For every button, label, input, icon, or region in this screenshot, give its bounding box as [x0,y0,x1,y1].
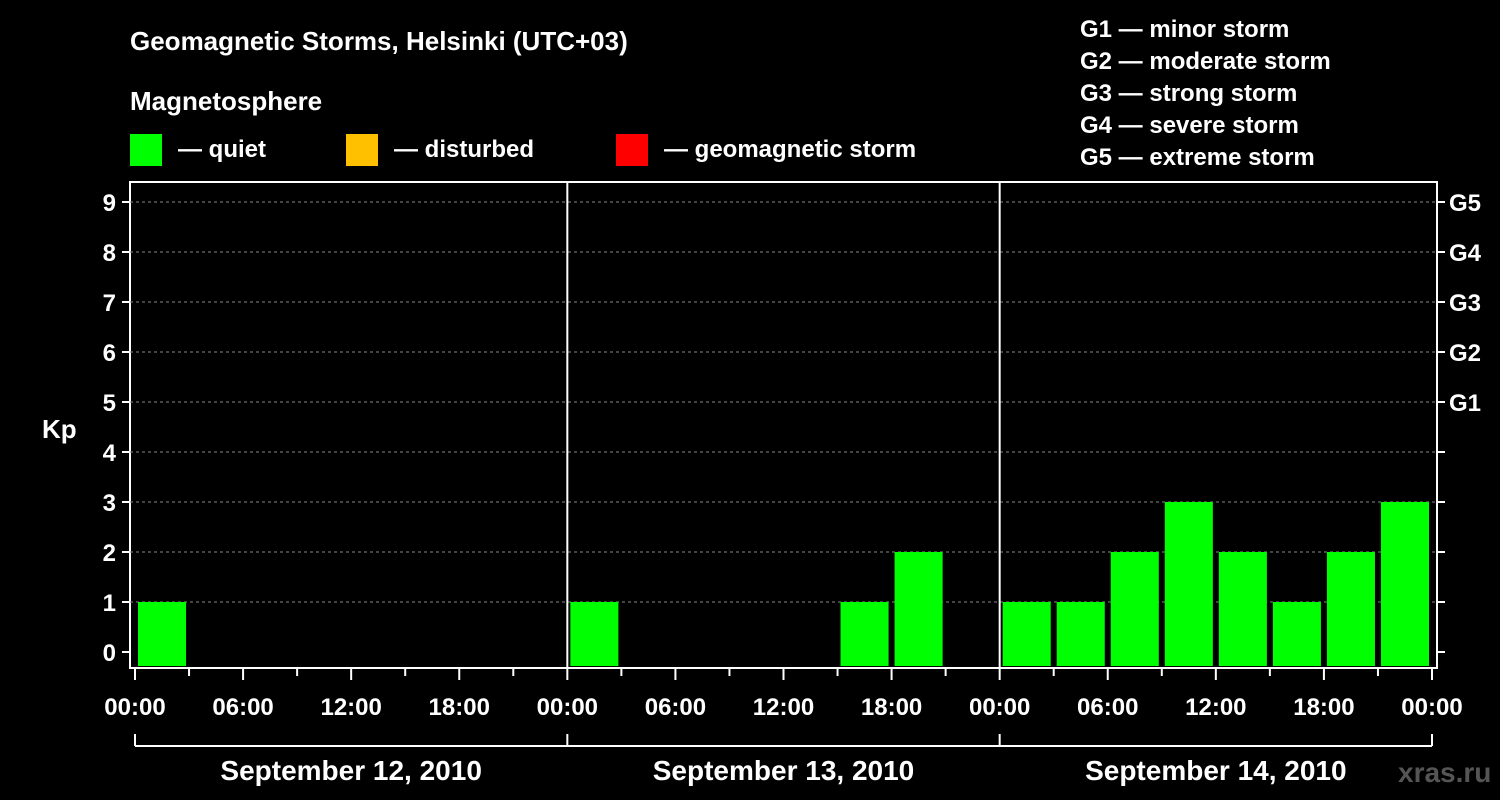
kp-bar [894,552,943,666]
storm-scale-g1: G1 — minor storm [1080,16,1289,43]
y-tick-label: 1 [103,590,116,617]
y-tick-label: 0 [103,640,116,667]
x-tick-label: 12:00 [753,694,814,721]
x-tick-label: 18:00 [861,694,922,721]
day-label: September 14, 2010 [1085,755,1347,786]
day-label: September 12, 2010 [220,755,482,786]
kp-bar [138,602,187,666]
x-tick-label: 18:00 [1293,694,1354,721]
x-tick-label: 06:00 [212,694,273,721]
y-tick-label: 8 [103,240,116,267]
kp-bar [840,602,889,666]
kp-bar [1002,602,1051,666]
kp-bar [1326,552,1375,666]
legend-label-quiet: — quiet [178,136,266,163]
g-level-label: G1 [1449,390,1481,417]
kp-bar [1110,552,1159,666]
legend-swatch-quiet [130,134,162,166]
g-level-label: G4 [1449,240,1482,267]
legend-swatch-storm [616,134,648,166]
y-tick-label: 6 [103,340,116,367]
g-level-label: G2 [1449,340,1481,367]
x-tick-label: 12:00 [1185,694,1246,721]
storm-scale: G1 — minor storm G2 — moderate storm G3 … [1080,16,1331,171]
plot-area: 0 1 2 3 4 5 6 7 8 9 G1 G2 G3 G4 G5 00:00 06:00 12:00 18:00… [103,181,1482,786]
x-tick-label: 00:00 [104,694,165,721]
storm-scale-g2: G2 — moderate storm [1080,48,1331,75]
y-tick-label: 7 [103,290,116,317]
x-tick-label: 00:00 [537,694,598,721]
legend: — quiet — disturbed — geomagnetic storm [130,134,916,166]
legend-label-storm: — geomagnetic storm [664,136,916,163]
y-tick-label: 9 [103,190,116,217]
kp-bar [1380,502,1429,666]
x-tick-label: 00:00 [1401,694,1462,721]
kp-bar [1218,552,1267,666]
storm-scale-g3: G3 — strong storm [1080,80,1297,107]
x-tick-label: 06:00 [645,694,706,721]
y-tick-label: 4 [103,440,117,467]
legend-label-disturbed: — disturbed [394,136,534,163]
x-tick-label: 06:00 [1077,694,1138,721]
day-label: September 13, 2010 [653,755,915,786]
y-axis-label: Kp [42,414,77,444]
legend-heading: Magnetosphere [130,86,322,116]
kp-bar [1272,602,1321,666]
x-tick-label: 00:00 [969,694,1030,721]
chart-title: Geomagnetic Storms, Helsinki (UTC+03) [130,26,628,56]
y-tick-label: 2 [103,540,116,567]
legend-swatch-disturbed [346,134,378,166]
storm-scale-g5: G5 — extreme storm [1080,144,1315,171]
kp-bar [1164,502,1213,666]
y-tick-label: 5 [103,390,116,417]
watermark: xras.ru [1398,757,1491,788]
kp-bar [1056,602,1105,666]
x-tick-label: 12:00 [320,694,381,721]
x-tick-label: 18:00 [429,694,490,721]
g-level-label: G3 [1449,290,1481,317]
g-level-label: G5 [1449,190,1481,217]
kp-bar [570,602,619,666]
y-tick-label: 3 [103,490,116,517]
storm-scale-g4: G4 — severe storm [1080,112,1299,139]
